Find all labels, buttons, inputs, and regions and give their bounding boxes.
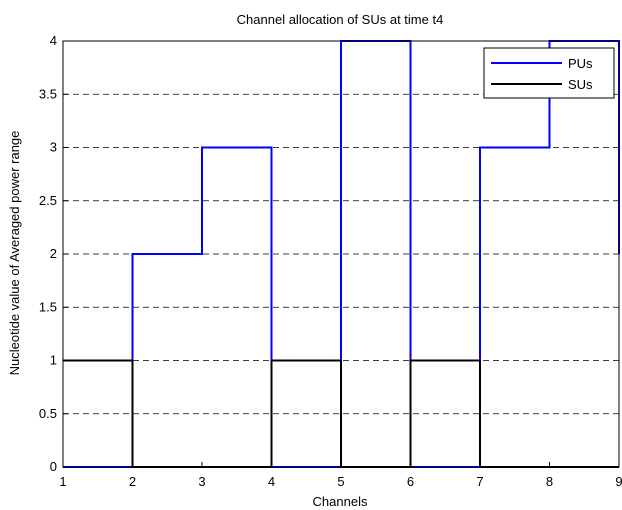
x-axis-label: Channels (313, 494, 368, 509)
x-tick-label: 6 (407, 474, 414, 489)
axis-ticks: 0 0.5 1 1.5 2 2.5 3 3.5 4 1 2 3 4 5 6 7 8 9 (39, 33, 622, 489)
y-axis-label: Nucleotide value of Averaged power range (7, 131, 22, 376)
legend-box (483, 47, 615, 99)
x-tick-label: 1 (59, 474, 66, 489)
x-tick-label: 7 (476, 474, 483, 489)
y-tick-label: 3.5 (39, 86, 57, 101)
x-tick-label: 2 (129, 474, 136, 489)
legend-label: PUs (568, 56, 593, 71)
x-tick-label: 5 (337, 474, 344, 489)
x-tick-label: 8 (546, 474, 553, 489)
y-tick-label: 0 (50, 459, 57, 474)
y-tick-label: 1 (50, 353, 57, 368)
y-tick-label: 2.5 (39, 193, 57, 208)
legend: PUs SUs (483, 47, 615, 99)
y-tick-label: 0.5 (39, 406, 57, 421)
y-tick-label: 2 (50, 246, 57, 261)
x-tick-label: 3 (198, 474, 205, 489)
y-tick-label: 1.5 (39, 299, 57, 314)
chart-title: Channel allocation of SUs at time t4 (237, 12, 444, 27)
legend-label: SUs (568, 77, 593, 92)
y-tick-label: 4 (50, 33, 57, 48)
y-tick-label: 3 (50, 140, 57, 155)
x-tick-label: 4 (268, 474, 275, 489)
x-tick-label: 9 (615, 474, 622, 489)
